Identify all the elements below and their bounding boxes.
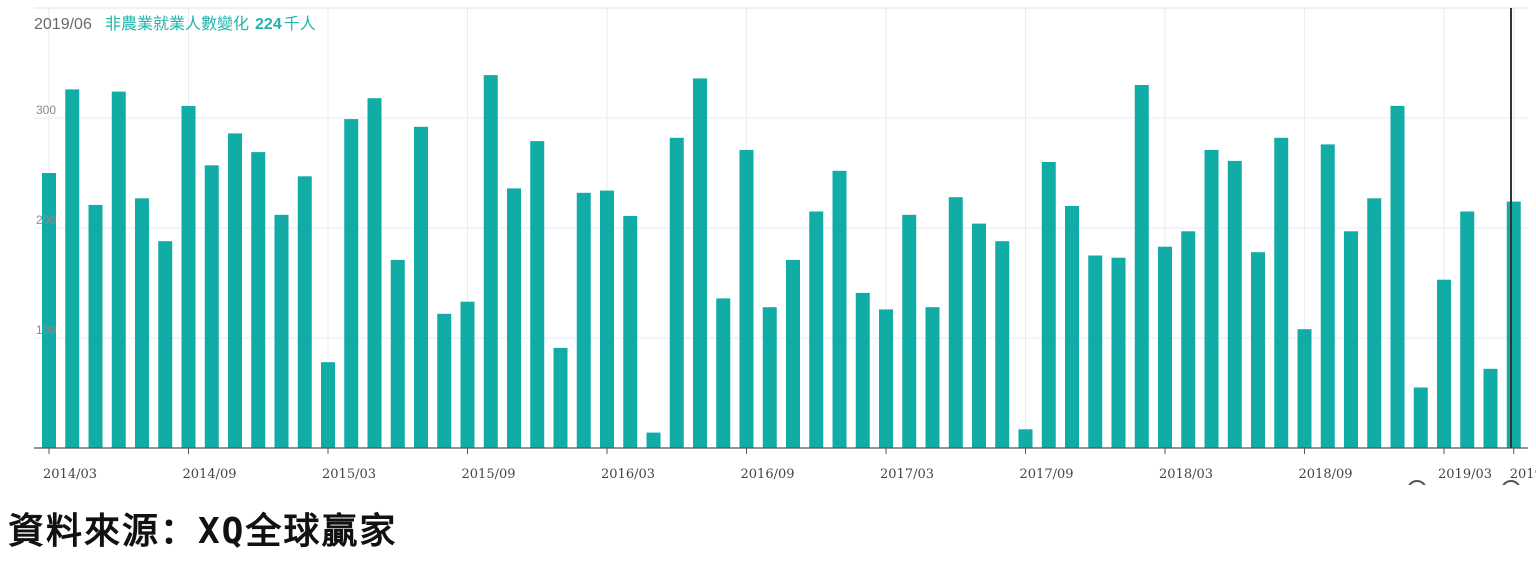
y-tick-label: 100 <box>36 323 56 337</box>
bar[interactable]: 2015/01: 212 <box>274 214 289 448</box>
chart-area: 2014/03: 250 2014/04: 326 2014/05: 221 2014… <box>34 7 1536 485</box>
x-tick-label: 2015/03 <box>322 467 376 482</box>
bar[interactable]: 2018/03: 183 <box>1158 246 1172 448</box>
x-tick-label: 2016/09 <box>741 467 795 482</box>
bar[interactable]: 2017/09: 17 <box>1018 429 1033 448</box>
axis-layer <box>34 7 1528 454</box>
x-tick-layer: 2014/03 2014/09 2015/03 2015/09 2016/03 2016/… <box>43 467 1536 482</box>
bar[interactable]: 2015/11: 236 <box>507 188 521 448</box>
bar[interactable]: 2017/12: 175 <box>1088 255 1103 449</box>
bar[interactable]: 2014/04: 326 <box>65 89 80 449</box>
x-tick-label: 2017/09 <box>1020 467 1074 482</box>
scroll-handle-right-icon[interactable] <box>1502 480 1520 485</box>
header-value: 224 <box>255 16 282 33</box>
x-tick-label: 2018/09 <box>1299 467 1353 482</box>
bar[interactable]: 2016/01: 91 <box>553 347 568 448</box>
x-tick-label: 2016/03 <box>601 467 655 482</box>
bar[interactable]: 2016/11: 171 <box>786 259 800 448</box>
bar[interactable]: 2016/07: 336 <box>693 78 707 449</box>
bar[interactable]: 2017/05: 128 <box>925 307 940 448</box>
bar[interactable]: 2017/01: 252 <box>832 170 847 449</box>
bar[interactable]: 2014/12: 269 <box>251 152 266 448</box>
bar[interactable]: 2015/03: 78 <box>321 362 335 448</box>
bar-layer: 2014/03: 250 2014/04: 326 2014/05: 221 2014… <box>42 75 1521 449</box>
bar[interactable]: 2015/09: 133 <box>460 301 475 448</box>
bar[interactable]: 2017/08: 188 <box>995 241 1010 448</box>
bar[interactable]: 2015/04: 299 <box>344 119 359 448</box>
x-tick-label: 2019/06 <box>1510 467 1536 482</box>
bar[interactable]: 2019/05: 72 <box>1483 368 1498 448</box>
x-tick-label: 2014/09 <box>183 467 237 482</box>
bar[interactable]: 2019/04: 215 <box>1460 211 1475 449</box>
bar[interactable]: 2019/01: 311 <box>1390 105 1405 449</box>
bar[interactable]: 2017/04: 212 <box>902 214 917 448</box>
bar[interactable]: 2017/11: 220 <box>1065 206 1079 448</box>
bar[interactable]: 2015/06: 171 <box>390 259 405 448</box>
bar[interactable]: 2015/08: 122 <box>437 313 452 448</box>
bar[interactable]: 2017/06: 228 <box>948 197 963 448</box>
bar[interactable]: 2017/03: 126 <box>879 309 893 448</box>
x-tick-label: 2018/03 <box>1159 467 1213 482</box>
bar[interactable]: 2019/06: 224 <box>1506 201 1521 448</box>
bar[interactable]: 2016/04: 211 <box>623 215 638 448</box>
bar[interactable]: 2014/05: 221 <box>88 204 103 448</box>
bar[interactable]: 2016/03: 234 <box>600 190 614 448</box>
bar[interactable]: 2019/02: 55 <box>1413 387 1428 449</box>
bar[interactable]: 2014/10: 257 <box>204 165 219 449</box>
y-tick-label: 300 <box>36 103 56 117</box>
source-note: 資料來源：XQ全球贏家 <box>8 511 398 552</box>
x-tick-label: 2015/09 <box>462 467 516 482</box>
x-tick-label: 2019/03 <box>1438 467 1492 482</box>
bar[interactable]: 2014/03: 250 <box>42 173 56 448</box>
nonfarm-payrolls-bar-chart: 2014/03: 250 2014/04: 326 2014/05: 221 2014… <box>34 7 1536 485</box>
bar[interactable]: 2018/11: 197 <box>1344 231 1358 448</box>
bar[interactable]: 2016/05: 14 <box>646 432 661 448</box>
header-label-text: 非農業就業人數變化 <box>105 14 249 33</box>
bar[interactable]: 2016/08: 136 <box>716 298 731 448</box>
bar[interactable]: 2018/06: 261 <box>1227 160 1242 448</box>
chart-header: 2019/06 非農業就業人數變化 224 千人 <box>34 14 316 33</box>
bar[interactable]: 2018/04: 197 <box>1181 231 1196 448</box>
y-tick-layer: 100 200 300 <box>36 103 56 337</box>
bar[interactable]: 2016/12: 215 <box>809 211 824 449</box>
header-unit: 千人 <box>284 14 316 33</box>
bar[interactable]: 2014/07: 227 <box>135 198 149 448</box>
bar[interactable]: 2017/02: 141 <box>855 292 870 448</box>
bar[interactable]: 2015/07: 292 <box>414 126 428 449</box>
bar[interactable]: 2015/10: 339 <box>483 75 498 448</box>
bar[interactable]: 2018/02: 330 <box>1134 85 1149 448</box>
bar[interactable]: 2015/12: 279 <box>530 141 545 448</box>
bar[interactable]: 2016/06: 282 <box>669 137 684 449</box>
bar[interactable]: 2018/12: 227 <box>1367 198 1382 448</box>
bar[interactable]: 2016/09: 271 <box>739 149 754 448</box>
bar[interactable]: 2018/08: 282 <box>1274 137 1289 449</box>
x-tick-label: 2014/03 <box>43 467 97 482</box>
header-date: 2019/06 <box>34 16 92 33</box>
bar[interactable]: 2018/01: 173 <box>1111 257 1126 448</box>
bar[interactable]: 2017/10: 260 <box>1041 162 1056 448</box>
bar[interactable]: 2018/05: 271 <box>1204 149 1219 448</box>
bar[interactable]: 2014/09: 311 <box>181 105 196 449</box>
bar[interactable]: 2016/10: 128 <box>762 307 777 448</box>
bar[interactable]: 2018/09: 108 <box>1297 329 1312 448</box>
bar[interactable]: 2017/07: 204 <box>972 223 986 448</box>
bar[interactable]: 2014/06: 324 <box>111 91 126 448</box>
bar[interactable]: 2014/08: 188 <box>158 241 173 448</box>
bar[interactable]: 2015/02: 247 <box>297 176 312 449</box>
bar[interactable]: 2016/02: 232 <box>576 192 591 448</box>
scroll-handle-left-icon[interactable] <box>1408 480 1426 485</box>
bar[interactable]: 2018/07: 178 <box>1251 252 1265 448</box>
x-tick-label: 2017/03 <box>880 467 934 482</box>
bar[interactable]: 2014/11: 286 <box>228 133 242 448</box>
header-series-label: 非農業就業人數變化 224 千人 <box>105 14 316 33</box>
bar[interactable]: 2019/03: 153 <box>1437 279 1451 448</box>
bar[interactable]: 2018/10: 276 <box>1320 144 1335 448</box>
bar[interactable]: 2015/05: 318 <box>367 98 382 448</box>
y-tick-label: 200 <box>36 213 56 227</box>
